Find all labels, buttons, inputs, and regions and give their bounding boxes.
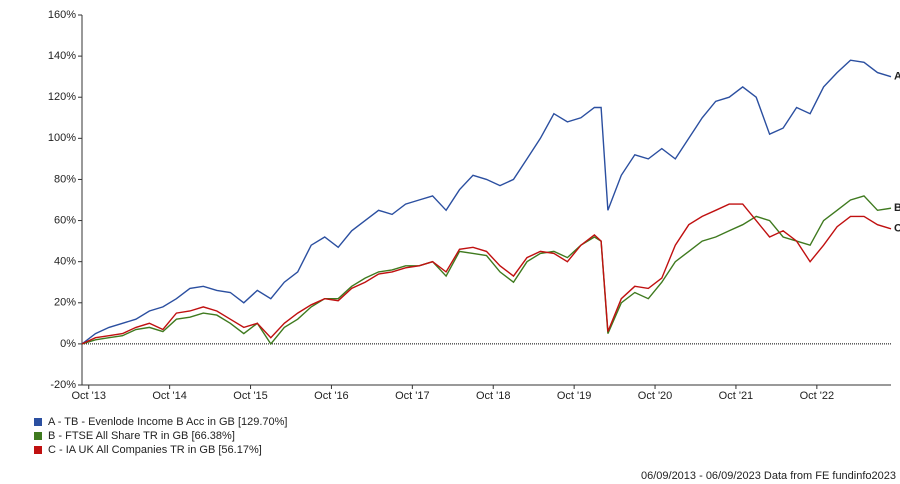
legend-label: A - TB - Evenlode Income B Acc in GB [12… (48, 416, 287, 428)
legend-label: C - IA UK All Companies TR in GB [56.17%… (48, 444, 262, 456)
legend-swatch (34, 418, 42, 426)
series-line (81, 59, 892, 345)
series-line (81, 195, 892, 346)
y-tick-label: 60% (54, 214, 76, 226)
x-tick-label: Oct '20 (638, 390, 673, 402)
y-tick-label: 120% (48, 91, 76, 103)
y-tick-label: 100% (48, 132, 76, 144)
x-tick-label: Oct '19 (557, 390, 592, 402)
end-label: A (894, 71, 900, 83)
x-tick-label: Oct '13 (71, 390, 106, 402)
y-tick-label: 20% (54, 297, 76, 309)
y-tick-label: -20% (50, 379, 76, 391)
end-label: C (894, 223, 900, 235)
end-label: B (894, 202, 900, 214)
footer: 06/09/2013 - 06/09/2023 Data from FE fun… (641, 470, 896, 482)
legend-label: B - FTSE All Share TR in GB [66.38%] (48, 430, 235, 442)
y-tick-label: 40% (54, 256, 76, 268)
x-tick-label: Oct '17 (395, 390, 430, 402)
y-tick-label: 80% (54, 173, 76, 185)
series-line (81, 203, 892, 345)
x-tick-label: Oct '18 (476, 390, 511, 402)
x-tick-label: Oct '21 (719, 390, 754, 402)
x-tick-label: Oct '15 (233, 390, 268, 402)
y-tick-label: 140% (48, 50, 76, 62)
y-tick-label: 0% (60, 338, 76, 350)
x-tick-label: Oct '14 (152, 390, 187, 402)
legend-swatch (34, 432, 42, 440)
x-tick-label: Oct '22 (800, 390, 835, 402)
x-tick-label: Oct '16 (314, 390, 349, 402)
legend-swatch (34, 446, 42, 454)
y-tick-label: 160% (48, 9, 76, 21)
